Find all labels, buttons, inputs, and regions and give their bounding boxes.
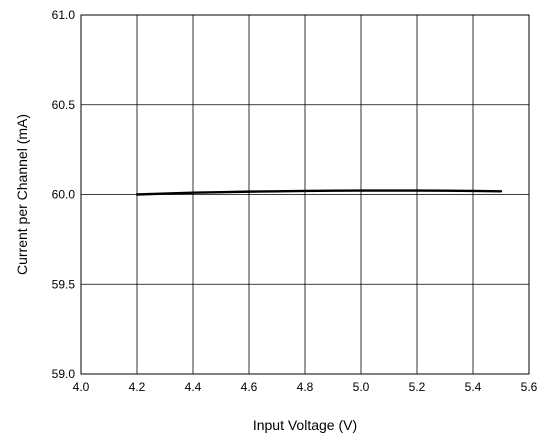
x-tick-label: 5.0 <box>353 380 370 394</box>
y-tick-label: 60.0 <box>52 188 76 202</box>
series-line-1 <box>135 189 503 196</box>
plot-frame <box>80 14 530 375</box>
x-tick-label: 5.2 <box>409 380 426 394</box>
x-tick-label: 4.0 <box>73 380 90 394</box>
x-tick-label: 4.8 <box>297 380 314 394</box>
y-axis-title: Current per Channel (mA) <box>14 114 30 275</box>
x-tick-label: 4.2 <box>129 380 146 394</box>
x-tick-label: 4.4 <box>185 380 202 394</box>
x-tick-label: 4.6 <box>241 380 258 394</box>
x-axis-title: Input Voltage (V) <box>253 417 357 433</box>
x-tick-label: 5.4 <box>465 380 482 394</box>
x-tick-label: 5.6 <box>521 380 538 394</box>
y-tick-label: 59.5 <box>52 277 76 291</box>
y-tick-label: 61.0 <box>52 8 76 22</box>
y-tick-labels: 59.0 59.5 60.0 60.5 61.0 <box>52 8 76 381</box>
y-tick-label: 60.5 <box>52 98 76 112</box>
x-tick-labels: 4.0 4.2 4.4 4.6 4.8 5.0 5.2 5.4 5.6 <box>73 380 538 394</box>
y-tick-label: 59.0 <box>52 367 76 381</box>
series-layer <box>135 189 503 196</box>
